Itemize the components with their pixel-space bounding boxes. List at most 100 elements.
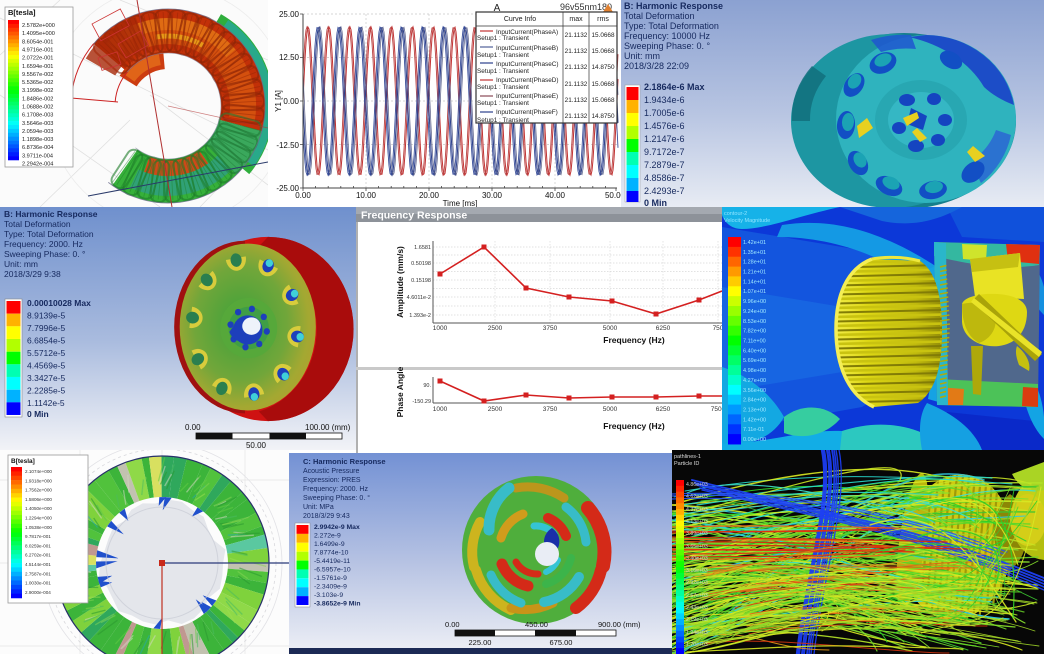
svg-text:1.4095e+000: 1.4095e+000 [22,31,55,37]
svg-text:15.0668: 15.0668 [591,48,615,55]
svg-text:3.56e+00: 3.56e+00 [743,388,766,394]
svg-text:3.40e+03: 3.40e+03 [686,556,708,562]
svg-text:21.1132: 21.1132 [565,32,588,39]
svg-text:90.: 90. [423,383,431,389]
svg-text:1.42e+01: 1.42e+01 [743,240,766,246]
svg-text:2018/3/29 9:38: 2018/3/29 9:38 [4,269,61,279]
svg-text:InputCurrent(PhaseB): InputCurrent(PhaseB) [496,45,558,52]
svg-text:pathlines-1: pathlines-1 [674,454,701,460]
svg-text:Type: Total Deformation: Type: Total Deformation [4,229,94,239]
svg-text:40.00: 40.00 [545,191,566,200]
svg-text:2018/3/28 22:09: 2018/3/28 22:09 [624,61,689,71]
svg-text:900.00 (mm): 900.00 (mm) [598,620,641,629]
svg-text:max: max [569,16,583,23]
svg-text:2.7587e-001: 2.7587e-001 [25,571,51,576]
svg-text:Amplitude (mm/s): Amplitude (mm/s) [395,246,405,318]
svg-text:3.65e+03: 3.65e+03 [686,544,708,550]
svg-text:2.92e+03: 2.92e+03 [686,580,708,586]
svg-text:3.16e+03: 3.16e+03 [686,568,708,574]
svg-text:7.11e-01: 7.11e-01 [743,427,764,433]
svg-text:0.15198: 0.15198 [411,278,431,284]
svg-text:6.2702e-001: 6.2702e-001 [25,553,51,558]
svg-text:1.0030e-001: 1.0030e-001 [25,581,51,586]
svg-text:1.21e+01: 1.21e+01 [743,270,766,276]
svg-text:4.13e+03: 4.13e+03 [686,519,708,525]
svg-text:6250: 6250 [656,325,671,332]
svg-text:Sweeping Phase: 0. °: Sweeping Phase: 0. ° [4,249,85,259]
svg-text:Time [ms]: Time [ms] [443,199,478,207]
svg-text:1.2147e-6: 1.2147e-6 [644,134,685,144]
svg-text:675.00: 675.00 [550,638,573,647]
svg-text:1.7005e-6: 1.7005e-6 [644,108,685,118]
svg-text:Setup1 : Transient: Setup1 : Transient [477,35,529,42]
svg-text:-1.5761e-9: -1.5761e-9 [314,575,347,582]
svg-text:6.1708e-003: 6.1708e-003 [22,113,53,119]
svg-text:1.1142e-5: 1.1142e-5 [27,398,65,408]
svg-text:2.9000e-004: 2.9000e-004 [25,590,51,595]
svg-text:Unit: mm: Unit: mm [624,51,660,61]
svg-text:7.7996e-5: 7.7996e-5 [27,323,66,333]
svg-text:15.0668: 15.0668 [591,81,615,88]
svg-text:50.00: 50.00 [605,191,621,200]
svg-text:2.4293e-7: 2.4293e-7 [644,186,685,196]
svg-text:8.9139e-5: 8.9139e-5 [27,311,66,321]
svg-text:0 Min: 0 Min [27,409,49,419]
svg-text:2.272e-9: 2.272e-9 [314,533,341,540]
svg-text:Phase Angle: Phase Angle [395,366,405,417]
svg-text:8.0259e-001: 8.0259e-001 [25,543,51,548]
svg-text:3.1998e-002: 3.1998e-002 [22,88,53,94]
svg-text:InputCurrent(PhaseE): InputCurrent(PhaseE) [496,93,558,100]
svg-text:2.13e+00: 2.13e+00 [743,408,766,414]
svg-text:-25.00: -25.00 [276,184,299,193]
svg-text:Sweeping Phase: 0. °: Sweeping Phase: 0. ° [303,494,370,502]
svg-text:-3.8652e-9 Min: -3.8652e-9 Min [314,601,360,608]
svg-text:-3.103e-9: -3.103e-9 [314,592,343,599]
svg-text:3.3427e-5: 3.3427e-5 [27,373,66,383]
svg-text:Setup1 : Transient: Setup1 : Transient [477,68,529,75]
svg-text:0.00: 0.00 [185,423,201,432]
svg-text:2.84e+00: 2.84e+00 [743,398,766,404]
svg-text:Frequency Response: Frequency Response [361,210,467,222]
svg-text:4.37e+03: 4.37e+03 [686,507,708,513]
svg-text:Type: Total Deformation: Type: Total Deformation [624,21,719,31]
svg-text:9.96e+00: 9.96e+00 [743,299,766,305]
svg-text:5.69e+00: 5.69e+00 [743,358,766,364]
svg-text:2.1864e-6 Max: 2.1864e-6 Max [644,82,705,92]
svg-text:5000: 5000 [603,325,618,332]
svg-text:30.00: 30.00 [482,191,503,200]
svg-text:-12.50: -12.50 [276,141,299,150]
svg-text:1.6594e-001: 1.6594e-001 [22,64,53,70]
svg-text:1000: 1000 [433,406,448,413]
svg-text:Setup1 : Transient: Setup1 : Transient [477,84,529,91]
svg-text:5000: 5000 [603,406,618,413]
svg-text:25.00: 25.00 [279,10,300,19]
svg-text:Setup1 : Transient: Setup1 : Transient [477,52,529,59]
svg-text:9.24e+00: 9.24e+00 [743,309,766,315]
svg-text:C: Harmonic Response: C: Harmonic Response [303,457,386,466]
svg-text:2.19e+03: 2.19e+03 [686,617,708,623]
svg-text:Expression: PRES: Expression: PRES [303,477,361,484]
svg-text:1.393e-2: 1.393e-2 [409,313,431,319]
svg-text:3.9711e-004: 3.9711e-004 [22,153,53,159]
svg-text:Y1 [A]: Y1 [A] [274,90,283,112]
svg-text:1.8486e-002: 1.8486e-002 [22,96,53,102]
svg-text:50.00: 50.00 [246,441,267,450]
svg-text:10.00: 10.00 [356,191,377,200]
svg-text:Setup1 : Transient: Setup1 : Transient [477,100,529,107]
svg-text:5.5365e-002: 5.5365e-002 [22,80,53,86]
svg-text:4.86e+03: 4.86e+03 [686,482,708,488]
svg-text:15.0668: 15.0668 [591,32,615,39]
svg-text:7.2879e-7: 7.2879e-7 [644,160,685,170]
svg-text:1.0688e-002: 1.0688e-002 [22,105,53,111]
svg-text:6250: 6250 [656,406,671,413]
svg-text:450.00: 450.00 [525,620,548,629]
svg-text:0 Min: 0 Min [644,198,667,208]
svg-text:8.6054e-001: 8.6054e-001 [22,39,53,45]
svg-text:6.8736e-004: 6.8736e-004 [22,145,53,151]
svg-text:Acoustic Pressure: Acoustic Pressure [303,468,360,475]
svg-text:7.8774e-10: 7.8774e-10 [314,550,349,557]
svg-text:6.40e+00: 6.40e+00 [743,348,766,354]
svg-text:Curve Info: Curve Info [504,16,536,23]
svg-text:4.4569e-5: 4.4569e-5 [27,361,66,371]
svg-text:1.5806e+000: 1.5806e+000 [25,497,52,502]
